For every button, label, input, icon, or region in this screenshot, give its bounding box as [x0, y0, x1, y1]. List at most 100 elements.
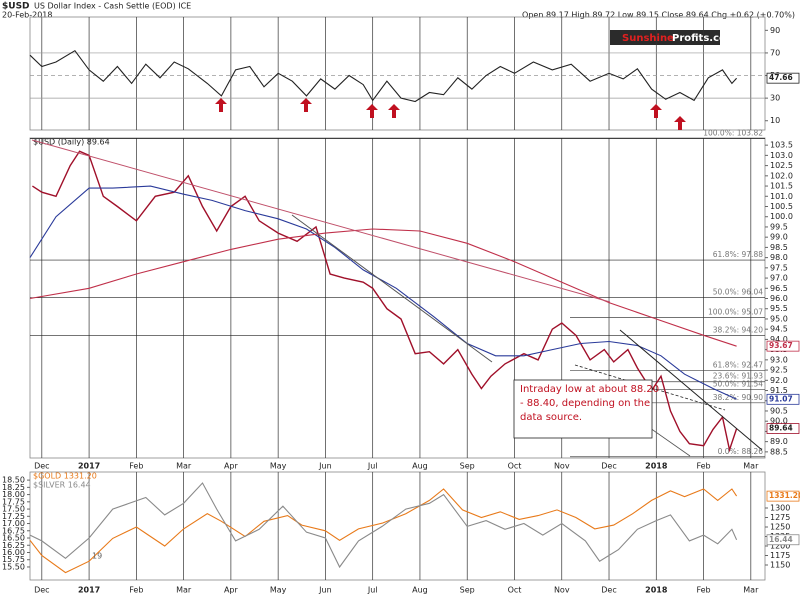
x-tick-label: Sep — [460, 586, 475, 595]
x-tick-label: Feb — [696, 462, 710, 471]
y-tick-label: 18.00 — [2, 490, 25, 499]
y-tick-label: 94.5 — [770, 325, 788, 334]
plot-layer: 103050709047.66Dec2017FebMarAprMayJunJul… — [2, 16, 800, 595]
value-badge — [766, 534, 800, 546]
value-badge — [766, 72, 800, 84]
y-tick-label: 15.50 — [2, 562, 25, 571]
x-tick-label: Mar — [176, 586, 192, 595]
x-tick-label: Dec — [601, 462, 616, 471]
y-tick-label: 102.0 — [770, 171, 793, 180]
legend-entry: $SILVER 16.44 — [33, 481, 91, 490]
y-tick-label: 96.0 — [770, 294, 788, 303]
y-tick-label: 100.0 — [770, 212, 793, 221]
badge-label: 89.64 — [769, 424, 793, 433]
panel-frame — [29, 16, 766, 131]
y-tick-label: 91.5 — [770, 386, 788, 395]
fib-label: 61.8%: 92.47 — [713, 361, 763, 370]
annotation: Intraday low at about 88.20 — [520, 384, 659, 395]
y2-tick-label: 1175 — [770, 551, 790, 560]
x-tick-label: Feb — [129, 586, 143, 595]
fib-label: 100.0%: 103.82 — [703, 129, 763, 138]
y-tick-label: 89.0 — [770, 437, 788, 446]
x-tick-label: Oct — [508, 462, 522, 471]
y-tick-label: 88.5 — [770, 447, 788, 456]
y-tick-label: 95.0 — [770, 314, 788, 323]
signal-arrows — [215, 98, 686, 130]
y-tick-label: 101.5 — [770, 182, 793, 191]
x-tick-label: 2017 — [78, 586, 100, 595]
logo-white: Profits.com — [672, 33, 736, 44]
arrow — [215, 98, 227, 112]
y-tick-label: 16.75 — [2, 526, 25, 535]
annotation: data source. — [520, 412, 582, 423]
trendline — [619, 329, 763, 451]
y-tick-label: 99.0 — [770, 233, 788, 242]
x-tick-label: 2018 — [645, 462, 668, 471]
value-badge — [766, 340, 800, 352]
y-tick-label: 17.00 — [2, 519, 25, 528]
y-tick-label: 17.50 — [2, 505, 25, 514]
badge-label: 16.44 — [769, 535, 793, 544]
badge-label: 93.67 — [769, 341, 793, 350]
y-tick-label: 30 — [770, 94, 780, 103]
y-tick-label: 97.0 — [770, 274, 788, 283]
y-tick-label: 96.5 — [770, 284, 788, 293]
x-tick-label: Feb — [696, 586, 710, 595]
y-tick-label: 97.5 — [770, 263, 788, 272]
annotation: - 88.40, depending on the — [520, 398, 650, 409]
y2-tick-label: 1300 — [770, 503, 790, 512]
y-tick-label: 98.5 — [770, 243, 788, 252]
fib-label: 50.0%: 91.54 — [713, 380, 763, 389]
y-tick-label: 102.5 — [770, 161, 793, 170]
y-tick-label: 95.5 — [770, 304, 788, 313]
trendline — [574, 364, 726, 411]
y-tick-label: 16.25 — [2, 541, 25, 550]
y2-tick-label: 1150 — [770, 560, 790, 569]
fib-label: 61.8%: 97.88 — [713, 250, 763, 259]
series-line — [29, 482, 738, 569]
y-tick-label: 92.5 — [770, 366, 788, 375]
date: 20-Feb-2018 — [2, 11, 52, 20]
series-line — [29, 49, 738, 103]
quote: Open 89.17 High 89.72 Low 89.15 Close 89… — [522, 11, 795, 20]
x-tick-label: 2018 — [645, 586, 668, 595]
arrow — [650, 104, 662, 118]
y-tick-label: 103.0 — [770, 151, 793, 160]
x-tick-label: May — [270, 586, 287, 595]
badge-label: 91.07 — [769, 394, 793, 403]
y-tick-label: 18.25 — [2, 483, 25, 492]
y-tick-label: 15.75 — [2, 555, 25, 564]
panel-frame — [29, 471, 766, 581]
y-tick-label: 16.50 — [2, 534, 25, 543]
x-tick-label: Apr — [224, 586, 239, 595]
series-line — [29, 185, 737, 400]
y-tick-label: 90 — [770, 26, 780, 35]
trendline — [31, 139, 611, 303]
value-badge — [766, 393, 800, 405]
symbol: $USD — [2, 2, 30, 12]
x-tick-label: Aug — [412, 586, 428, 595]
logo-red: Sunshine — [622, 33, 674, 44]
x-tick-label: Aug — [412, 462, 428, 471]
arrow — [366, 104, 378, 118]
x-tick-label: Jul — [367, 586, 378, 595]
y-tick-label: 90.0 — [770, 417, 788, 426]
legend-entry: $USD (Daily) 89.64 — [33, 138, 110, 147]
x-tick-label: Mar — [176, 462, 192, 471]
x-tick-label: Sep — [460, 462, 475, 471]
title: US Dollar Index - Cash Settle (EOD) ICE — [34, 2, 191, 11]
x-tick-label: Jul — [367, 462, 378, 471]
x-tick-label: Feb — [129, 462, 143, 471]
x-tick-label: Oct — [508, 586, 522, 595]
fib-label: 38.2%: 94.20 — [713, 325, 763, 334]
y-tick-label: 17.25 — [2, 512, 25, 521]
y-tick-label: 93.0 — [770, 355, 788, 364]
x-tick-label: Jun — [318, 462, 332, 471]
x-tick-label: Dec — [34, 586, 49, 595]
x-tick-label: Nov — [554, 586, 570, 595]
y-tick-label: 98.0 — [770, 253, 788, 262]
x-tick-label: Mar — [743, 462, 759, 471]
x-tick-label: Nov — [554, 462, 570, 471]
